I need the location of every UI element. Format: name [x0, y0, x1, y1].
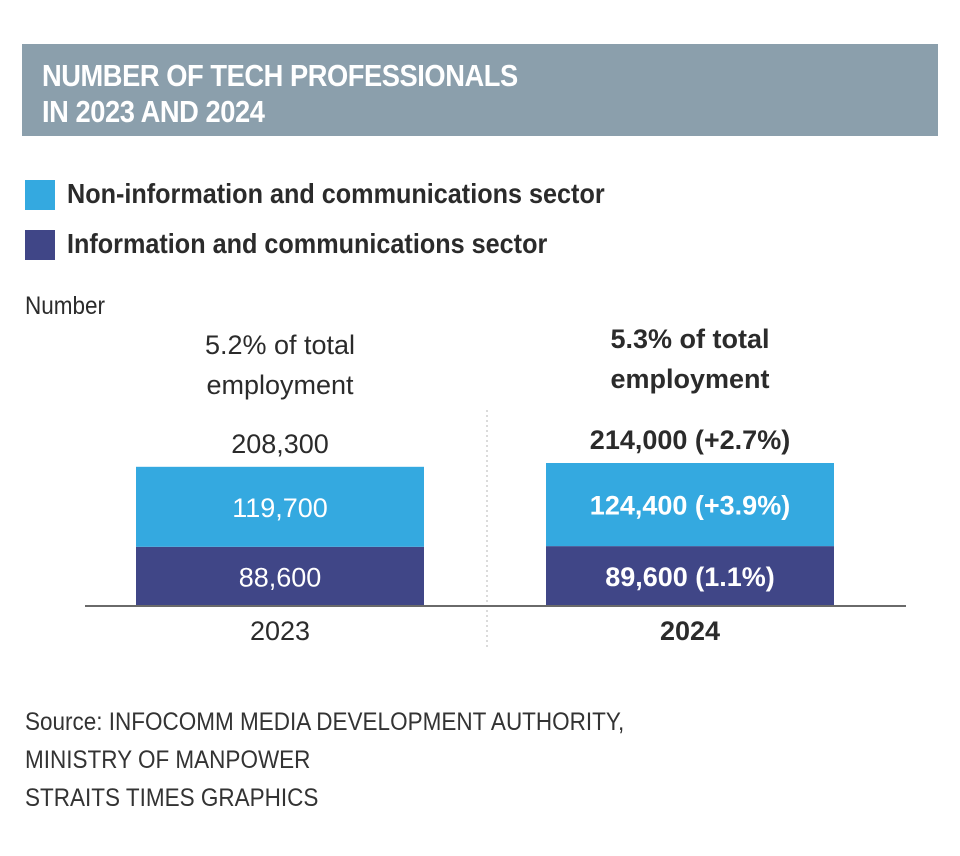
bar-segment-ict-2023	[136, 546, 424, 606]
bar-value-label: 119,700	[232, 493, 328, 523]
y-unit-label: Number	[25, 292, 106, 320]
bar-value-label: 124,400 (+3.9%)	[590, 491, 790, 521]
source-line-1: Source: INFOCOMM MEDIA DEVELOPMENT AUTHO…	[25, 708, 625, 736]
bar-segment-ict-2024	[546, 546, 834, 606]
chart-title-line-1: NUMBER OF TECH PROFESSIONALS	[42, 58, 518, 93]
x-tick-label-2024: 2024	[660, 616, 720, 646]
source-line-2: MINISTRY OF MANPOWER	[25, 746, 311, 774]
x-tick-label-2023: 2023	[250, 616, 310, 646]
bar-total-label: 208,300	[231, 429, 329, 459]
legend-label-non-ict: Non-information and communications secto…	[67, 178, 605, 209]
legend-swatch-non-ict	[25, 180, 55, 210]
source-line-3: STRAITS TIMES GRAPHICS	[25, 784, 319, 812]
legend-label-ict: Information and communications sector	[67, 228, 548, 259]
bar-value-label: 89,600 (1.1%)	[605, 562, 775, 592]
bar-segment-non-ict-2024	[546, 463, 834, 547]
share-label-line-1: 5.2% of total	[205, 330, 355, 360]
bar-value-label: 88,600	[239, 562, 322, 592]
share-label-line-2: employment	[610, 364, 769, 394]
bar-segment-non-ict-2023	[136, 466, 424, 547]
bar-total-label: 214,000 (+2.7%)	[590, 425, 790, 455]
chart-title-line-2: IN 2023 AND 2024	[42, 94, 265, 129]
legend-swatch-ict	[25, 230, 55, 260]
title-banner: NUMBER OF TECH PROFESSIONALS IN 2023 AND…	[22, 44, 938, 136]
share-label-line-2: employment	[206, 370, 354, 400]
share-label-line-1: 5.3% of total	[610, 324, 769, 354]
